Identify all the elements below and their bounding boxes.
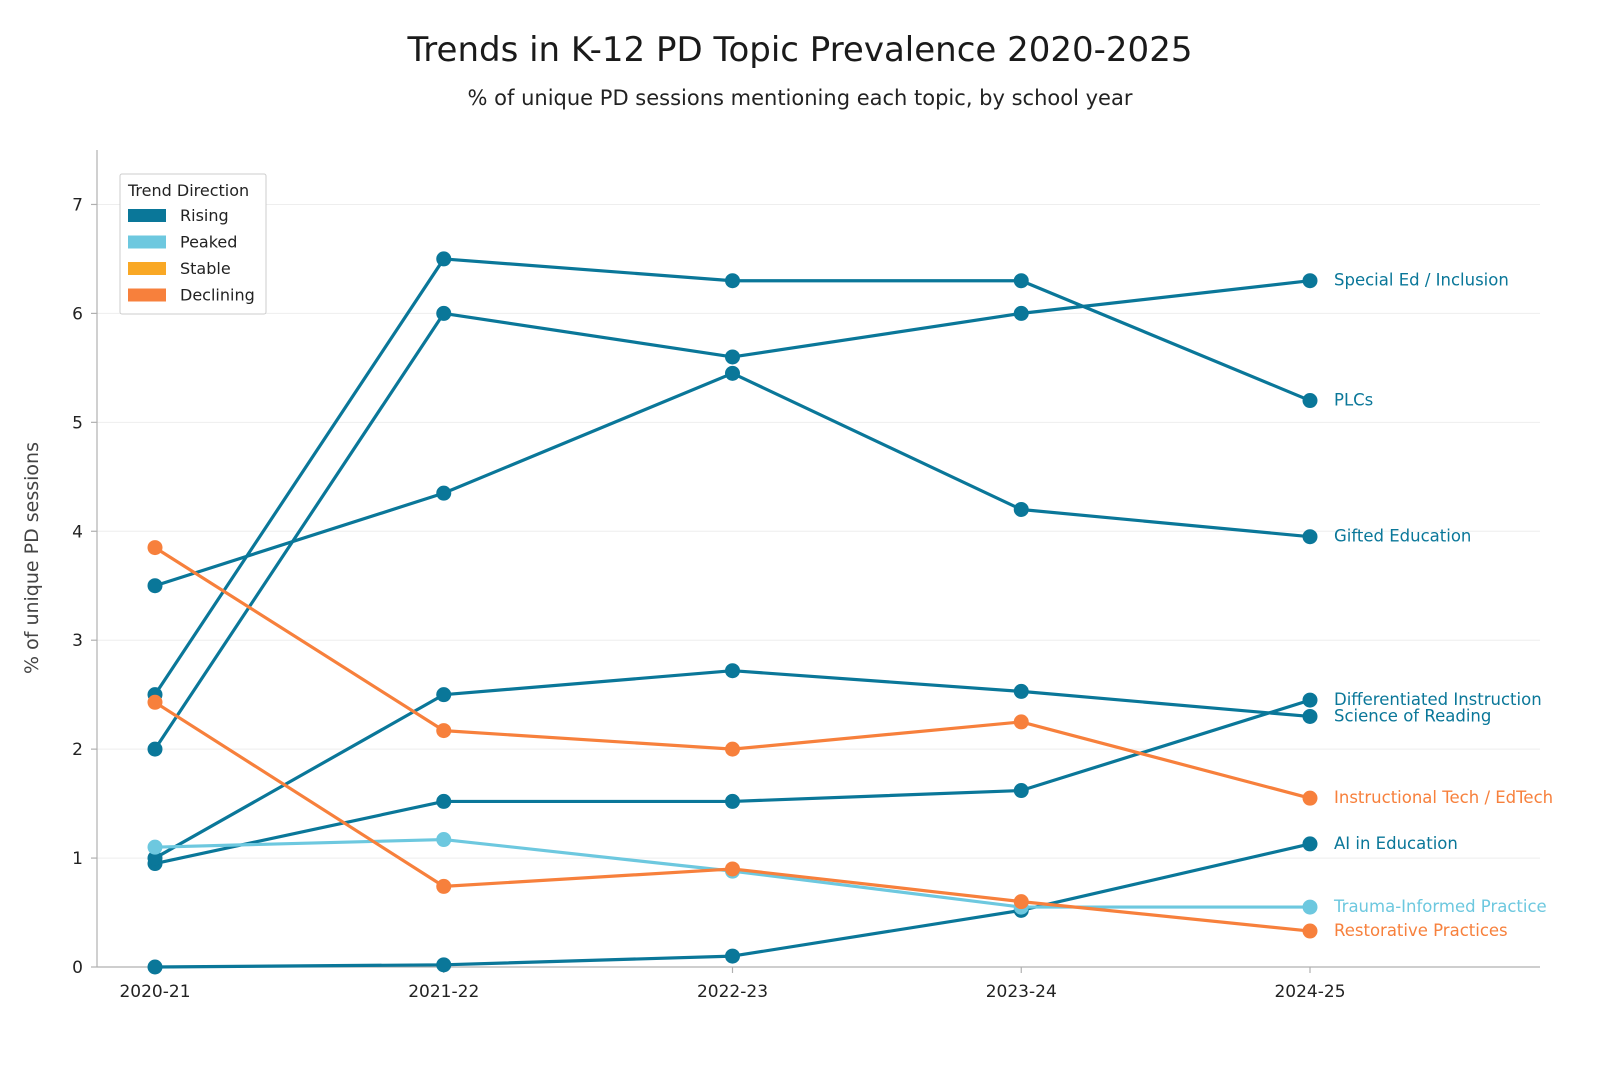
legend-item-declining: Declining [128, 286, 255, 305]
data-point [1013, 683, 1029, 699]
series-end-label: Special Ed / Inclusion [1334, 271, 1509, 290]
data-point [1302, 923, 1318, 939]
legend-title: Trend Direction [127, 181, 249, 200]
data-point [1302, 836, 1318, 852]
data-point [1013, 305, 1029, 321]
series-end-label: Restorative Practices [1334, 921, 1508, 940]
series-plcs [147, 251, 1318, 703]
series-science-of-reading [147, 663, 1318, 866]
series-end-label: Instructional Tech / EdTech [1334, 788, 1553, 807]
y-tick-label: 3 [72, 631, 83, 651]
series-end-label: Science of Reading [1334, 706, 1491, 725]
series-end-label: AI in Education [1334, 834, 1458, 853]
series-lines [147, 251, 1318, 975]
x-ticks: 2020-21 2021-22 2022-23 2023-24 2024-25 [119, 967, 1346, 1002]
data-point [725, 663, 740, 679]
y-tick-label: 1 [72, 849, 83, 869]
data-point [725, 741, 740, 757]
data-point [1013, 273, 1029, 289]
series-line [153, 669, 1312, 860]
data-point [725, 349, 740, 365]
x-tick-label: 2023-24 [986, 982, 1057, 1002]
legend-item-peaked: Peaked [128, 233, 237, 252]
y-tick-label: 2 [72, 740, 83, 760]
series-line [153, 698, 1312, 866]
legend-swatch [128, 209, 166, 222]
data-point [436, 832, 452, 848]
legend-item-stable: Stable [128, 259, 231, 278]
legend-swatch [128, 235, 166, 249]
data-point [1013, 783, 1029, 799]
chart-subtitle: % of unique PD sessions mentioning each … [468, 86, 1133, 110]
data-point [436, 878, 452, 894]
data-point [725, 365, 740, 381]
series-end-label: PLCs [1334, 391, 1373, 410]
data-point [147, 850, 163, 866]
y-axis-label: % of unique PD sessions [21, 442, 43, 674]
data-point [147, 694, 163, 710]
series-special-ed-inclusion [147, 273, 1318, 757]
series-line [153, 371, 1312, 588]
legend: Trend Direction Rising Peaked Stable Declin… [119, 173, 267, 315]
data-point [1302, 708, 1318, 724]
data-point [1013, 501, 1029, 517]
data-point [725, 793, 740, 809]
data-point [147, 959, 163, 975]
data-point [725, 861, 740, 877]
data-point [725, 273, 740, 289]
data-point [1302, 529, 1318, 545]
data-point [725, 948, 740, 964]
series-end-label: Gifted Education [1334, 527, 1471, 546]
legend-label: Rising [180, 206, 229, 225]
data-point [1302, 790, 1318, 806]
y-tick-label: 4 [72, 522, 83, 542]
data-point [147, 540, 163, 556]
x-tick-label: 2020-21 [119, 982, 190, 1002]
data-point [147, 741, 163, 757]
series-labels: Special Ed / Inclusion PLCs Gifted Educati… [1333, 271, 1553, 940]
legend-swatch [128, 262, 166, 275]
grid [97, 203, 1540, 859]
y-tick-label: 6 [72, 304, 83, 324]
data-point [147, 839, 163, 855]
x-tick-label: 2021-22 [408, 982, 479, 1002]
series-line [153, 700, 1312, 933]
data-point [436, 793, 452, 809]
x-tick-label: 2024-25 [1274, 982, 1345, 1002]
series-instructional-tech-edtech [147, 540, 1318, 806]
legend-label: Stable [180, 259, 231, 278]
legend-entries: Rising Peaked Stable Declining [128, 206, 255, 305]
data-point [1302, 899, 1318, 915]
data-point [147, 578, 163, 594]
legend-swatch [128, 288, 166, 302]
data-point [436, 485, 452, 501]
series-ai-in-education [147, 836, 1318, 975]
data-point [1013, 894, 1029, 910]
data-point [436, 687, 452, 703]
y-ticks: 0 1 2 3 4 5 6 7 [72, 195, 97, 978]
data-point [1302, 393, 1318, 409]
y-tick-label: 5 [72, 413, 83, 433]
data-point [436, 957, 452, 973]
series-restorative-practices [147, 694, 1318, 939]
data-point [436, 723, 452, 739]
data-point [1013, 714, 1029, 730]
series-line [153, 257, 1312, 697]
y-tick-label: 0 [72, 958, 83, 978]
data-point [436, 251, 452, 267]
legend-label: Peaked [180, 233, 237, 252]
series-end-label: Differentiated Instruction [1334, 690, 1542, 709]
series-gifted-education [147, 365, 1318, 594]
x-tick-label: 2022-23 [697, 982, 768, 1002]
legend-item-rising: Rising [128, 206, 229, 225]
legend-label: Declining [180, 286, 255, 305]
y-tick-label: 7 [72, 195, 83, 215]
data-point [1302, 273, 1318, 289]
chart-title: Trends in K-12 PD Topic Prevalence 2020-… [407, 30, 1193, 70]
data-point [436, 305, 452, 321]
series-end-label: Trauma-Informed Practice [1333, 897, 1547, 916]
data-point [1302, 692, 1318, 708]
